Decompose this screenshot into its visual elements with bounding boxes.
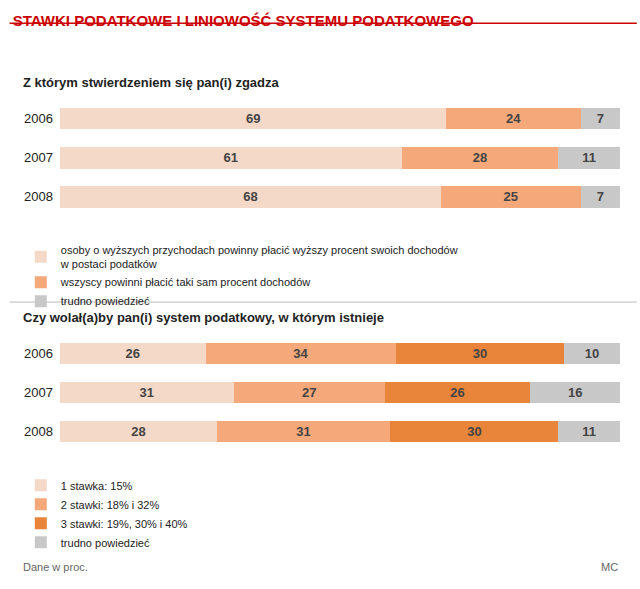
svg-text:61: 61 xyxy=(224,150,238,165)
svg-text:11: 11 xyxy=(582,424,596,439)
svg-text:STAWKI PODATKOWE I LINIOWOŚĆ S: STAWKI PODATKOWE I LINIOWOŚĆ SYSTEMU POD… xyxy=(13,12,474,29)
svg-text:1 stawka: 15%: 1 stawka: 15% xyxy=(61,480,133,492)
svg-text:2007: 2007 xyxy=(24,385,53,400)
svg-text:28: 28 xyxy=(473,150,487,165)
svg-text:25: 25 xyxy=(504,189,518,204)
svg-text:2006: 2006 xyxy=(24,111,53,126)
svg-text:2 stawki: 18% i 32%: 2 stawki: 18% i 32% xyxy=(61,499,160,511)
svg-text:10: 10 xyxy=(585,346,599,361)
svg-text:26: 26 xyxy=(126,346,140,361)
svg-text:28: 28 xyxy=(131,424,145,439)
svg-text:2008: 2008 xyxy=(24,424,53,439)
svg-text:68: 68 xyxy=(243,189,257,204)
svg-text:osoby o wyższych przychodach p: osoby o wyższych przychodach powinny pła… xyxy=(60,244,458,270)
svg-text:wszyscy powinni płacić taki sa: wszyscy powinni płacić taki sam procent … xyxy=(60,276,311,288)
svg-text:69: 69 xyxy=(246,111,260,126)
svg-text:7: 7 xyxy=(597,189,604,204)
svg-text:3 stawki: 19%, 30% i 40%: 3 stawki: 19%, 30% i 40% xyxy=(61,518,188,530)
svg-text:7: 7 xyxy=(597,111,604,126)
svg-text:Czy wolał(a)by pan(i) system p: Czy wolał(a)by pan(i) system podatkowy, … xyxy=(23,310,384,325)
svg-text:27: 27 xyxy=(302,385,316,400)
svg-text:2008: 2008 xyxy=(24,189,53,204)
svg-text:30: 30 xyxy=(473,346,487,361)
svg-text:31: 31 xyxy=(296,424,310,439)
svg-text:16: 16 xyxy=(568,385,582,400)
svg-text:2007: 2007 xyxy=(24,150,53,165)
svg-text:trudno powiedzieć: trudno powiedzieć xyxy=(61,295,150,307)
svg-text:2006: 2006 xyxy=(24,346,53,361)
svg-text:MC: MC xyxy=(601,561,618,573)
svg-text:Dane w proc.: Dane w proc. xyxy=(23,561,88,573)
svg-text:Z którym stwierdzeniem się pan: Z którym stwierdzeniem się pan(i) zgadza xyxy=(23,75,279,90)
svg-text:31: 31 xyxy=(140,385,154,400)
svg-text:24: 24 xyxy=(506,111,521,126)
svg-text:26: 26 xyxy=(450,385,464,400)
svg-text:trudno powiedzieć: trudno powiedzieć xyxy=(61,537,150,549)
svg-text:11: 11 xyxy=(582,150,596,165)
svg-text:30: 30 xyxy=(467,424,481,439)
svg-text:34: 34 xyxy=(293,346,308,361)
